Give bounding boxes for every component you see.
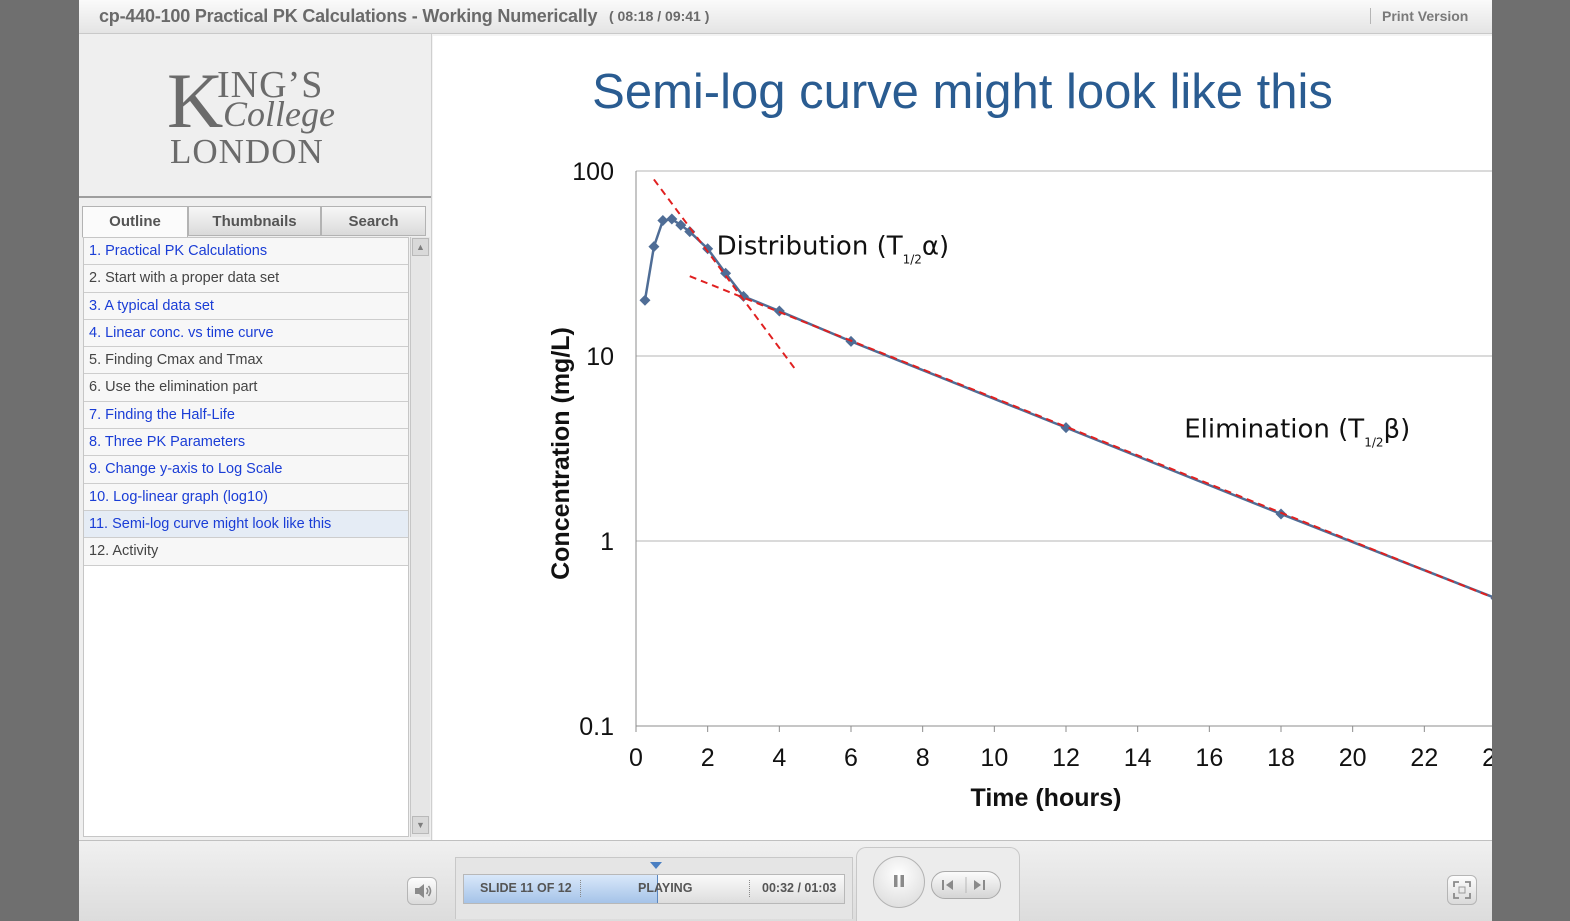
- annotation-label: Elimination (T1/2β): [1184, 415, 1410, 450]
- data-point: [675, 219, 687, 231]
- outline-item[interactable]: 4. Linear conc. vs time curve: [84, 319, 408, 348]
- data-point: [639, 294, 651, 306]
- slide-navigation: [931, 871, 1001, 899]
- data-point: [684, 226, 696, 238]
- outline-item[interactable]: 8. Three PK Parameters: [84, 429, 408, 457]
- x-tick-label: 24: [1482, 744, 1492, 772]
- scrub-marker-icon[interactable]: [650, 862, 663, 869]
- x-tick-label: 14: [1124, 744, 1152, 772]
- outline-item[interactable]: 5. Finding Cmax and Tmax: [84, 347, 408, 375]
- x-tick-label: 22: [1410, 744, 1438, 772]
- data-point: [1275, 508, 1287, 520]
- data-point: [648, 241, 660, 253]
- x-tick-label: 6: [844, 744, 858, 772]
- outline-item[interactable]: 7. Finding the Half-Life: [84, 401, 408, 430]
- divider: [749, 880, 750, 897]
- speaker-icon: [415, 884, 432, 898]
- data-point: [657, 215, 669, 227]
- tab-search[interactable]: Search: [321, 206, 426, 236]
- sidebar-divider: [79, 196, 431, 198]
- pause-button[interactable]: [873, 856, 925, 908]
- outline-scrollbar[interactable]: ▲ ▼: [410, 237, 430, 837]
- title-bar: cp-440-100 Practical PK Calculations - W…: [79, 0, 1492, 34]
- x-tick-label: 2: [701, 744, 715, 772]
- divider: [580, 880, 581, 897]
- nav-icons: [942, 877, 985, 893]
- outline-item[interactable]: 6. Use the elimination part: [84, 374, 408, 402]
- outline-item[interactable]: 11. Semi-log curve might look like this: [84, 510, 408, 539]
- logo-line1: ING’S: [217, 64, 324, 106]
- outline-item[interactable]: 2. Start with a proper data set: [84, 265, 408, 293]
- x-tick-label: 18: [1267, 744, 1295, 772]
- tab-thumbnails[interactable]: Thumbnails: [188, 206, 321, 236]
- logo-line2: College: [223, 94, 335, 134]
- x-tick-label: 12: [1052, 744, 1080, 772]
- x-axis-title: Time (hours): [971, 784, 1122, 812]
- slide-canvas: Semi-log curve might look like this 100 1…: [433, 36, 1492, 840]
- x-tick-label: 4: [772, 744, 786, 772]
- outline-list: 1. Practical PK Calculations 2. Start wit…: [83, 237, 409, 837]
- divider: [1370, 8, 1371, 24]
- outline-item[interactable]: 3. A typical data set: [84, 292, 408, 320]
- elapsed-time: ( 08:18 / 09:41 ): [609, 8, 710, 24]
- print-version-link[interactable]: Print Version: [1382, 8, 1469, 24]
- y-tick-label: 10: [586, 343, 614, 371]
- x-tick-label: 16: [1195, 744, 1223, 772]
- y-axis-title: Concentration (mg/L): [547, 327, 575, 580]
- next-icon[interactable]: [974, 880, 985, 890]
- player-window: cp-440-100 Practical PK Calculations - W…: [79, 0, 1492, 921]
- data-point: [1490, 596, 1492, 600]
- slide-time: 00:32 / 01:03: [762, 881, 837, 895]
- course-title: cp-440-100 Practical PK Calculations - W…: [99, 6, 598, 26]
- logo-initial: K: [167, 57, 224, 144]
- kings-college-london-logo: K ING’S College LONDON: [167, 62, 347, 172]
- sidebar: K ING’S College LONDON Outline Thumbnail…: [79, 34, 432, 840]
- annotation-label: Distribution (T1/2α): [717, 232, 950, 267]
- progress-panel: SLIDE 11 OF 12 PLAYING 00:32 / 01:03: [455, 857, 853, 919]
- x-tick-label: 20: [1339, 744, 1367, 772]
- previous-icon[interactable]: [942, 880, 953, 890]
- fullscreen-icon: [1453, 881, 1471, 899]
- y-tick-label: 1: [600, 528, 614, 556]
- volume-button[interactable]: [407, 877, 437, 905]
- y-tick-label: 100: [572, 158, 614, 186]
- fullscreen-button[interactable]: [1447, 875, 1477, 905]
- scroll-up-icon[interactable]: ▲: [412, 238, 429, 256]
- x-tick-label: 10: [980, 744, 1008, 772]
- data-point: [702, 243, 714, 255]
- outline-item[interactable]: 12. Activity: [84, 538, 408, 566]
- outline-item[interactable]: 9. Change y-axis to Log Scale: [84, 456, 408, 484]
- data-point: [666, 213, 678, 225]
- tab-outline[interactable]: Outline: [82, 206, 188, 238]
- progress-bar[interactable]: SLIDE 11 OF 12 PLAYING 00:32 / 01:03: [463, 874, 845, 904]
- y-tick-label: 0.1: [579, 713, 614, 741]
- transport-controls: [856, 847, 1020, 921]
- scroll-down-icon[interactable]: ▼: [412, 816, 429, 834]
- slide-title: Semi-log curve might look like this: [592, 65, 1333, 119]
- outline-item[interactable]: 10. Log-linear graph (log10): [84, 483, 408, 511]
- play-state: PLAYING: [638, 881, 693, 895]
- progress-fill: [464, 875, 659, 903]
- fit-line: [653, 178, 799, 373]
- logo-line3: LONDON: [170, 132, 324, 171]
- pause-icon: [894, 875, 904, 887]
- outline-item[interactable]: 1. Practical PK Calculations: [84, 238, 408, 266]
- x-tick-label: 8: [916, 744, 930, 772]
- x-tick-label: 0: [629, 744, 643, 772]
- slide-counter: SLIDE 11 OF 12: [480, 881, 572, 895]
- playback-controls: SLIDE 11 OF 12 PLAYING 00:32 / 01:03: [79, 840, 1492, 921]
